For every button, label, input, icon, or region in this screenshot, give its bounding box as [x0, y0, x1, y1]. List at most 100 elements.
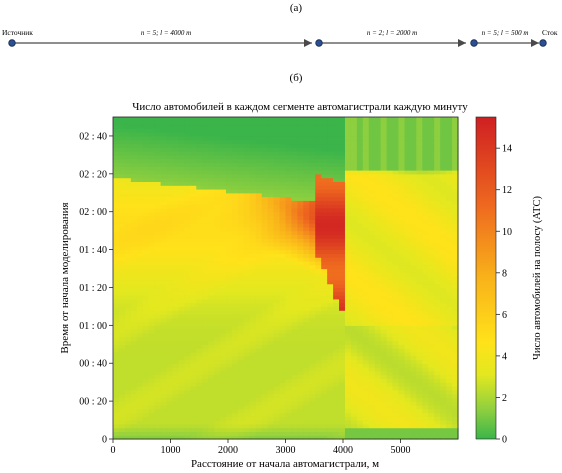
heatmap-cell [374, 253, 382, 258]
heatmap-cell [148, 306, 156, 311]
heatmap-cell [243, 272, 251, 277]
heatmap-cell [124, 367, 132, 372]
heatmap-cell [208, 158, 215, 164]
heatmap-cell [124, 279, 132, 285]
heatmap-cell [208, 393, 215, 398]
heatmap-cell [214, 298, 221, 304]
heatmap-cell [392, 162, 400, 167]
heatmap-cell [184, 336, 191, 342]
heatmap-cell [428, 329, 435, 334]
heatmap-cell [398, 317, 406, 323]
heatmap-cell [208, 147, 215, 152]
heatmap-cell [154, 332, 162, 338]
heatmap-cell [339, 238, 346, 243]
heatmap-cell [154, 132, 162, 137]
heatmap-cell [303, 181, 310, 186]
heatmap-cell [410, 363, 417, 368]
heatmap-cell [297, 124, 304, 129]
heatmap-cell [356, 166, 364, 171]
heatmap-cell [237, 351, 245, 357]
heatmap-cell [404, 177, 412, 182]
heatmap-cell [184, 401, 191, 406]
heatmap-cell [321, 291, 328, 296]
heatmap-cell [172, 272, 180, 277]
heatmap-cell [142, 151, 150, 156]
heatmap-cell [362, 117, 370, 122]
heatmap-cell [220, 321, 227, 326]
heatmap-cell [374, 272, 382, 277]
heatmap-cell [440, 408, 447, 414]
heatmap-cell [398, 166, 406, 171]
heatmap-cell [416, 340, 423, 345]
heatmap-cell [113, 185, 120, 190]
heatmap-cell [362, 207, 370, 213]
heatmap-cell [154, 329, 162, 334]
heatmap-cell [113, 427, 120, 433]
heatmap-cell [434, 291, 441, 296]
heatmap-cell [113, 412, 120, 417]
heatmap-cell [208, 185, 215, 190]
heatmap-cell [237, 325, 245, 330]
heatmap-cell [333, 162, 340, 167]
heatmap-cell [315, 204, 322, 209]
heatmap-cell [356, 321, 364, 326]
heatmap-cell [333, 128, 340, 133]
heatmap-cell [255, 249, 263, 254]
heatmap-cell [327, 162, 334, 167]
road-segment-2-arrow [458, 39, 466, 47]
heatmap-cell [452, 185, 459, 190]
heatmap-cell [220, 348, 227, 353]
heatmap-cell [416, 336, 423, 342]
heatmap-cell [267, 340, 275, 345]
heatmap-cell [255, 242, 263, 247]
heatmap-cell [440, 260, 447, 266]
heatmap-cell [226, 351, 233, 357]
heatmap-cell [220, 139, 227, 145]
heatmap-cell [309, 128, 316, 133]
heatmap-cell [113, 215, 120, 220]
heatmap-cell [404, 382, 412, 387]
heatmap-cell [118, 404, 126, 410]
heatmap-cell [333, 367, 340, 372]
heatmap-cell [446, 143, 453, 148]
heatmap-cell [160, 257, 168, 262]
heatmap-cell [404, 135, 412, 141]
heatmap-cell [410, 207, 417, 213]
heatmap-cell [446, 242, 453, 247]
heatmap-cell [356, 340, 364, 345]
heatmap-cell [356, 382, 364, 387]
heatmap-cell [416, 185, 423, 190]
heatmap-cell [297, 117, 304, 122]
heatmap-cell [226, 185, 233, 190]
heatmap-cell [249, 401, 257, 406]
heatmap-cell [142, 287, 150, 292]
heatmap-cell [249, 291, 257, 296]
heatmap-cell [130, 302, 138, 308]
heatmap-cell [130, 166, 138, 171]
heatmap-cell [285, 132, 293, 137]
heatmap-cell [416, 332, 423, 338]
heatmap-cell [178, 382, 185, 387]
heatmap-cell [315, 162, 322, 167]
heatmap-cell [374, 154, 382, 160]
heatmap-cell [160, 207, 168, 213]
heatmap-cell [130, 412, 138, 417]
heatmap-cell [333, 348, 340, 353]
heatmap-cell [356, 287, 364, 292]
heatmap-cell [214, 408, 221, 414]
heatmap-cell [142, 306, 150, 311]
heatmap-cell [428, 317, 435, 323]
heatmap-cell [261, 355, 269, 361]
heatmap-cell [398, 370, 406, 376]
heatmap-cell [166, 249, 174, 254]
heatmap-cell [339, 117, 346, 122]
heatmap-cell [279, 306, 287, 311]
heatmap-cell [255, 200, 263, 205]
heatmap-cell [434, 317, 441, 323]
heatmap-cell [172, 128, 180, 133]
heatmap-cell [124, 173, 132, 179]
heatmap-cell [374, 158, 382, 164]
heatmap-cell [148, 427, 156, 433]
colorbar-tick-label: 2 [502, 393, 507, 404]
heatmap-cell [309, 166, 316, 171]
